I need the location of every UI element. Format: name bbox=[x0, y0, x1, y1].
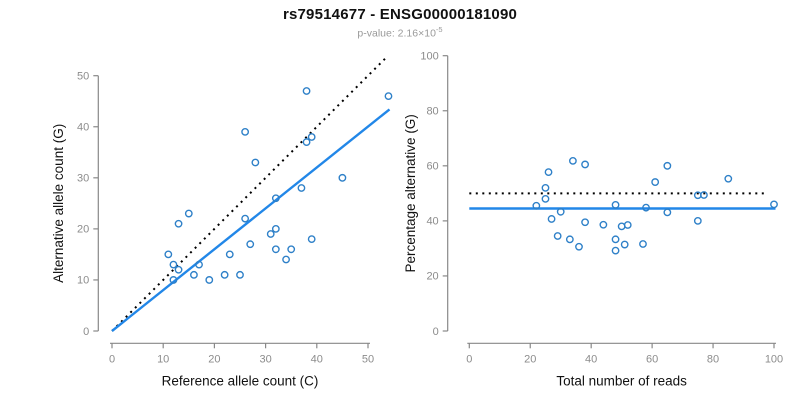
data-point bbox=[225, 250, 234, 259]
x-tick-label: 40 bbox=[585, 353, 597, 365]
percentage-vs-reads-x-label: Total number of reads bbox=[556, 373, 687, 388]
y-tick-label: 60 bbox=[426, 161, 438, 173]
scatter-plots-canvas: 0 10 20 30 40 50 0 10 20 30 40 50 Reference allele c… bbox=[51, 51, 783, 389]
x-tick-label: 100 bbox=[765, 353, 783, 365]
p-value-exponent: -5 bbox=[435, 25, 443, 34]
x-tick-label: 10 bbox=[157, 353, 169, 365]
data-point bbox=[663, 161, 672, 170]
allele-counts-x-label: Reference allele count (C) bbox=[162, 373, 319, 388]
data-point bbox=[553, 232, 562, 240]
data-point bbox=[174, 265, 183, 274]
page-title: rs79514677 - ENSG00000181090 bbox=[282, 6, 518, 23]
data-point bbox=[338, 173, 347, 182]
data-point bbox=[307, 235, 316, 243]
data-point bbox=[544, 168, 553, 177]
y-tick-label: 20 bbox=[426, 271, 438, 283]
data-point bbox=[599, 220, 608, 229]
x-tick-label: 40 bbox=[311, 353, 323, 365]
identity-line bbox=[111, 57, 387, 332]
x-tick-label: 20 bbox=[208, 353, 220, 365]
data-point bbox=[384, 92, 393, 101]
y-tick-label: 10 bbox=[77, 275, 89, 287]
data-point bbox=[651, 178, 660, 186]
y-tick-label: 20 bbox=[77, 224, 89, 236]
data-point bbox=[241, 214, 250, 223]
data-point bbox=[195, 260, 203, 269]
x-tick-label: 30 bbox=[259, 353, 271, 365]
data-point bbox=[611, 235, 620, 244]
data-point bbox=[724, 174, 733, 183]
y-tick-label: 0 bbox=[433, 326, 439, 338]
data-point bbox=[556, 207, 565, 216]
data-point bbox=[642, 203, 650, 212]
data-point bbox=[693, 191, 702, 200]
p-value-subtitle: p-value: 2.16×10-5 bbox=[357, 25, 443, 40]
y-tick-label: 0 bbox=[83, 326, 89, 338]
x-tick-label: 0 bbox=[466, 353, 472, 365]
data-point bbox=[302, 87, 311, 95]
percentage-vs-reads-y-label: Percentage alternative (G) bbox=[403, 114, 418, 272]
fit-line bbox=[111, 108, 391, 332]
data-point bbox=[297, 184, 306, 192]
data-point bbox=[565, 235, 574, 244]
data-point bbox=[532, 201, 541, 210]
y-tick-label: 50 bbox=[77, 71, 89, 83]
data-point bbox=[271, 224, 280, 233]
data-point bbox=[307, 133, 316, 141]
data-point bbox=[770, 200, 778, 209]
data-point bbox=[611, 201, 620, 209]
data-point bbox=[246, 240, 255, 249]
data-point bbox=[271, 245, 280, 254]
data-point bbox=[164, 250, 173, 259]
data-point bbox=[241, 127, 250, 136]
allele-counts-y-label: Alternative allele count (G) bbox=[51, 124, 66, 283]
data-point bbox=[174, 219, 183, 228]
data-point bbox=[575, 242, 583, 251]
data-point bbox=[541, 183, 550, 192]
x-tick-label: 60 bbox=[646, 353, 658, 365]
y-tick-label: 80 bbox=[426, 106, 438, 118]
data-point bbox=[581, 160, 589, 169]
data-point bbox=[581, 218, 589, 227]
data-point bbox=[541, 194, 550, 203]
data-point bbox=[266, 230, 275, 238]
data-point bbox=[568, 156, 577, 165]
data-point bbox=[547, 215, 556, 223]
data-point bbox=[693, 216, 702, 225]
y-tick-label: 30 bbox=[77, 173, 89, 185]
data-point bbox=[623, 221, 632, 229]
data-point bbox=[287, 245, 296, 254]
data-point bbox=[639, 240, 647, 248]
x-tick-label: 0 bbox=[109, 353, 115, 365]
data-point bbox=[617, 222, 626, 231]
data-point bbox=[190, 270, 198, 279]
data-point bbox=[663, 208, 672, 217]
y-tick-label: 40 bbox=[426, 216, 438, 228]
data-point bbox=[220, 270, 229, 279]
y-tick-label: 100 bbox=[420, 51, 438, 63]
data-point bbox=[282, 255, 290, 264]
data-point bbox=[302, 138, 311, 146]
x-tick-label: 50 bbox=[362, 353, 374, 365]
data-point bbox=[169, 276, 178, 284]
data-point bbox=[611, 246, 620, 255]
x-tick-label: 80 bbox=[707, 353, 719, 365]
data-point bbox=[205, 276, 214, 284]
x-tick-label: 20 bbox=[524, 353, 536, 365]
data-point bbox=[236, 270, 244, 279]
data-point bbox=[184, 209, 193, 218]
data-point bbox=[271, 194, 280, 203]
data-point bbox=[169, 260, 178, 269]
data-point bbox=[251, 158, 260, 167]
data-point bbox=[620, 240, 629, 249]
y-tick-label: 40 bbox=[77, 122, 89, 134]
